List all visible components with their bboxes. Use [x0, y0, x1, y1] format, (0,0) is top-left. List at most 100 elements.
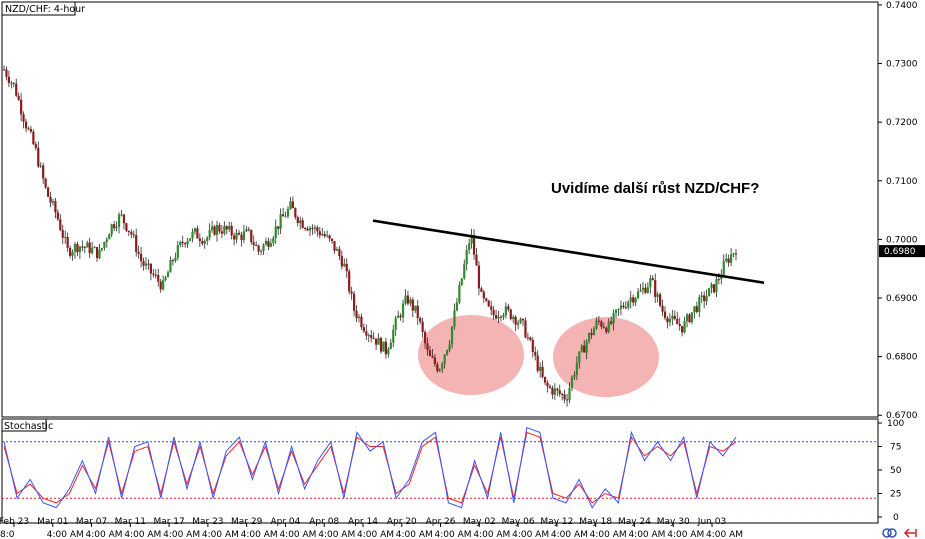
candle-body — [614, 309, 618, 313]
candle-body — [717, 279, 720, 281]
candle-body — [32, 131, 35, 145]
candle-body — [504, 306, 507, 316]
candle-body — [428, 350, 432, 357]
candle-body — [179, 241, 182, 245]
price-tick-label: 0.6700 — [886, 411, 918, 421]
candle-body — [382, 341, 385, 352]
candle-body — [357, 316, 361, 319]
candle-body — [588, 333, 591, 342]
candle-body — [681, 326, 684, 333]
trendline-layer — [372, 219, 765, 285]
candle-body — [499, 316, 503, 318]
candle-body — [103, 242, 106, 249]
candle-body — [649, 278, 652, 288]
candle-body — [688, 314, 691, 323]
date-label: Mar 17 — [153, 517, 184, 527]
candle-body — [296, 217, 299, 224]
time-label: 4:00 AM — [202, 530, 239, 539]
candle-body — [340, 256, 343, 267]
candle-body — [553, 388, 556, 395]
candle-body — [558, 390, 561, 394]
chart-link-icon[interactable] — [882, 528, 897, 538]
candle-body — [556, 388, 559, 391]
price-tick-label: 0.7300 — [886, 60, 918, 70]
stochastic-tick-label: 100 — [887, 419, 904, 429]
candle-body — [120, 214, 123, 216]
time-label: 4:00 AM — [473, 530, 510, 539]
candle-body — [277, 226, 280, 229]
candle-body — [198, 238, 201, 242]
candle-body — [632, 297, 635, 303]
scroll-arrow-icon[interactable] — [903, 528, 917, 538]
date-label: Mar 29 — [231, 517, 263, 527]
candle-body — [651, 278, 654, 281]
candle-body — [663, 311, 667, 318]
candle-body — [335, 249, 339, 251]
candle-body — [419, 317, 422, 322]
time-label: 4:00 AM — [435, 530, 472, 539]
candle-body — [15, 83, 18, 96]
candle-body — [551, 387, 554, 395]
candle-body — [108, 234, 111, 240]
candle-body — [734, 253, 738, 255]
candle-body — [56, 212, 59, 220]
candle-body — [299, 220, 302, 224]
candle-body — [279, 214, 282, 229]
candle-body — [695, 306, 698, 312]
time-label: 4:00 AM — [590, 530, 627, 539]
candle-body — [629, 297, 632, 302]
candle-body — [732, 253, 735, 255]
candle-body — [61, 230, 64, 238]
candle-body — [230, 226, 233, 236]
date-label: May 18 — [579, 517, 612, 527]
candle-body — [169, 260, 172, 273]
candle-body — [22, 114, 25, 122]
candle-body — [152, 273, 155, 275]
title-box: NZD/CHF: 4-hour — [1, 1, 85, 16]
candle-body — [387, 348, 390, 355]
candle-body — [240, 234, 243, 240]
candle-body — [267, 240, 270, 247]
date-label: May 02 — [463, 517, 496, 527]
candle-body — [443, 354, 446, 364]
highlight-circle-right — [553, 317, 659, 397]
candle-body — [700, 295, 703, 298]
candle-body — [338, 249, 341, 257]
candles — [2, 65, 738, 407]
candle-body — [433, 357, 436, 365]
candle-body — [20, 99, 23, 115]
candle-body — [568, 388, 571, 401]
trendline — [372, 219, 765, 285]
candle-body — [39, 165, 42, 167]
candle-body — [294, 208, 297, 218]
price-tick-label: 0.7400 — [886, 1, 918, 11]
candle-body — [345, 263, 348, 272]
candle-body — [578, 351, 581, 363]
candle-body — [710, 284, 713, 289]
candle-body — [617, 308, 620, 310]
candle-body — [264, 240, 268, 245]
candle-body — [404, 295, 407, 304]
candle-body — [448, 344, 451, 350]
candle-body — [641, 287, 645, 291]
candle-body — [492, 309, 495, 316]
candle-body — [470, 235, 473, 244]
candle-body — [362, 327, 365, 332]
candle-body — [86, 242, 89, 248]
candle-body — [401, 303, 405, 318]
candle-body — [71, 252, 74, 256]
candle-body — [73, 243, 77, 253]
candle-body — [487, 300, 490, 307]
price-tick-label: 0.7000 — [886, 235, 918, 245]
date-label: Mar 01 — [37, 517, 68, 527]
time-label: 4:00 AM — [551, 530, 588, 539]
stochastic-title: Stochastic — [4, 421, 53, 432]
candle-body — [536, 355, 539, 371]
candle-body — [193, 228, 197, 232]
candle-body — [291, 201, 294, 209]
time-label: 4:00 AM — [667, 530, 704, 539]
candle-body — [76, 243, 79, 253]
candle-body — [575, 362, 578, 375]
price-panel: 0.7400 0.7300 0.7200 0.7100 0.7000 0.6900 0.68… — [1, 1, 925, 421]
